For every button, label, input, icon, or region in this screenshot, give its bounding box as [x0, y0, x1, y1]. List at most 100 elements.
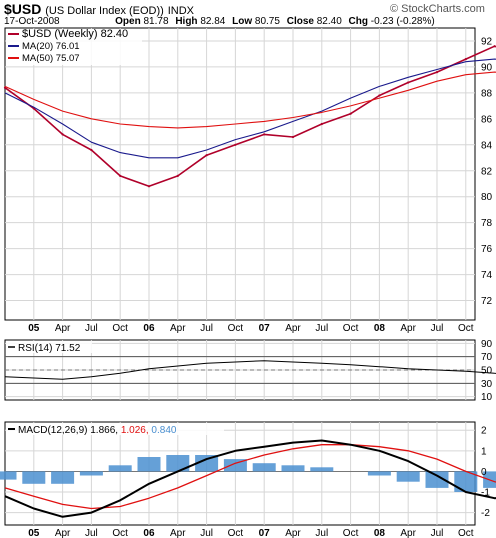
y-tick-label: 72 [481, 296, 493, 307]
macd-histogram-bar [22, 471, 46, 484]
price-point [320, 122, 323, 126]
price-point [349, 112, 352, 115]
brand-watermark: © StockCharts.com [390, 3, 485, 15]
macd-histogram-bar [396, 471, 420, 482]
x-tick-label: Apr [400, 323, 416, 334]
y-tick-label: 88 [481, 88, 493, 99]
y-tick-label: 0 [481, 467, 487, 478]
symbol-name: (US Dollar Index (EOD)) [45, 5, 164, 17]
y-tick-label: 92 [481, 36, 493, 47]
macd-histogram-bar [425, 471, 449, 488]
x-tick-label: 08 [374, 323, 386, 334]
macd-histogram-bar [252, 463, 276, 472]
x-tick-label: Oct [228, 323, 244, 334]
x-tick-label: Oct [112, 323, 128, 334]
macd-histogram-bar [51, 471, 75, 484]
rsi-series-line [4, 360, 496, 380]
y-tick-label: 50 [481, 366, 493, 377]
x-tick-label: Oct [112, 528, 128, 538]
y-tick-label: 76 [481, 244, 493, 255]
x-tick-label: Jul [200, 528, 213, 538]
x-tick-label: Jul [315, 528, 328, 538]
macd-histogram-bar [195, 455, 219, 472]
ma20-series-line [4, 58, 496, 159]
y-tick-label: 86 [481, 114, 493, 125]
price-panel-frame [4, 27, 476, 321]
x-tick-label: 06 [143, 323, 155, 334]
macd-histogram-bar [166, 455, 190, 472]
macd-histogram-bar [108, 465, 132, 472]
signal-legend-label: 1.026, [118, 425, 149, 436]
ma50-legend-label: MA(50) 75.07 [22, 53, 80, 64]
signal-series-line [4, 444, 496, 510]
hist-legend-label: 0.840 [149, 425, 177, 436]
x-tick-label: 07 [259, 528, 271, 538]
symbol-exchange: INDX [167, 5, 194, 17]
x-tick-label: 05 [28, 323, 40, 334]
macd-histogram-bar [0, 471, 17, 480]
price-point [435, 71, 439, 74]
price-point [493, 45, 496, 48]
x-tick-label: 07 [259, 323, 271, 334]
x-tick-label: Jul [85, 323, 98, 334]
macd-histogram-bar [79, 471, 103, 476]
y-tick-label: 78 [481, 218, 493, 229]
x-tick-label: 08 [374, 528, 386, 538]
y-tick-label: 10 [481, 392, 493, 403]
y-tick-label: -1 [481, 488, 490, 499]
rsi-legend-label: RSI(14) 71.52 [18, 343, 81, 354]
x-tick-label: Jul [431, 528, 444, 538]
low-label: Low [232, 16, 253, 27]
y-tick-label: 70 [481, 352, 493, 363]
macd-series-line [4, 439, 496, 518]
high-value: 82.84 [200, 16, 226, 27]
price-point [147, 185, 151, 188]
quote-date: 17-Oct-2008 [4, 16, 60, 27]
y-tick-label: 1 [481, 446, 487, 457]
macd-histogram-bar [454, 471, 478, 492]
x-tick-label: Apr [55, 323, 71, 334]
y-tick-label: 82 [481, 166, 493, 177]
open-label: Open [115, 16, 141, 27]
close-value: 82.40 [316, 16, 342, 27]
price-point [176, 174, 179, 177]
quote-line: 17-Oct-2008 Open 81.78 High 82.84 Low 80… [4, 16, 435, 27]
rsi-legend-box [6, 341, 92, 353]
y-tick-label: 84 [481, 140, 493, 151]
chg-label: Chg [348, 16, 368, 27]
x-tick-label: Apr [170, 528, 186, 538]
ma50-series-line [4, 71, 496, 129]
price-point [291, 135, 295, 139]
y-tick-label: 74 [481, 270, 493, 281]
x-tick-label: Jul [85, 528, 98, 538]
x-tick-label: Oct [458, 528, 474, 538]
price-point [234, 143, 237, 146]
x-tick-label: Jul [200, 323, 213, 334]
chg-value: -0.23 (-0.28%) [370, 16, 435, 27]
x-tick-label: Apr [400, 528, 416, 538]
x-tick-label: Apr [285, 323, 301, 334]
x-tick-label: Apr [55, 528, 71, 538]
price-point [464, 58, 467, 61]
x-tick-label: Apr [285, 528, 301, 538]
macd-histogram-bar [367, 471, 391, 476]
x-tick-label: Oct [228, 528, 244, 538]
y-tick-label: 30 [481, 379, 493, 390]
price-point [205, 154, 208, 157]
macd-histogram-bar [281, 465, 305, 472]
price-legend-box [6, 29, 142, 65]
x-tick-label: Jul [431, 323, 444, 334]
x-tick-label: Jul [315, 323, 328, 334]
close-label: Close [286, 16, 314, 27]
y-tick-label: 80 [481, 192, 493, 203]
y-tick-label: 90 [481, 62, 493, 73]
price-point [90, 148, 93, 152]
price-point [407, 81, 410, 84]
x-tick-label: Oct [343, 323, 359, 334]
macd-legend-label: MACD(12,26,9) 1.866, [18, 425, 118, 436]
open-value: 81.78 [143, 16, 169, 27]
high-label: High [175, 16, 198, 27]
price-series-line [4, 45, 496, 188]
